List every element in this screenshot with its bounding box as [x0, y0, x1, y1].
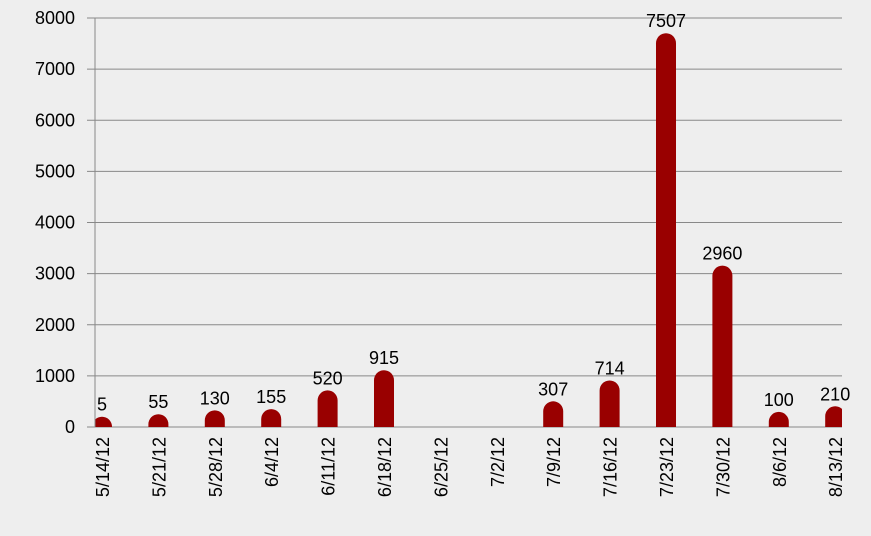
y-tick-label: 7000: [35, 59, 75, 79]
bars: [95, 33, 842, 428]
bar: [543, 401, 564, 427]
y-tick-label: 5000: [35, 161, 75, 181]
bar: [317, 390, 338, 427]
bar: [599, 380, 620, 427]
value-label: 520: [313, 368, 343, 388]
value-label: 2960: [702, 244, 742, 264]
bar: [825, 406, 842, 427]
labels: 0 1000 2000 3000 4000 5000 6000 7000 8000 5/14/12…: [35, 8, 850, 497]
x-tick-label: 8/6/12: [770, 437, 790, 487]
bar: [148, 414, 169, 427]
value-label: 130: [200, 388, 230, 408]
value-label: 7507: [646, 11, 686, 31]
x-tick-label: 7/16/12: [601, 437, 621, 497]
x-tick-label: 6/4/12: [262, 437, 282, 487]
y-tick-label: 3000: [35, 264, 75, 284]
bar: [95, 416, 112, 427]
value-label: 155: [256, 387, 286, 407]
value-label: 915: [369, 348, 399, 368]
value-label: 5: [97, 395, 107, 415]
bar: [261, 409, 282, 427]
y-tick-label: 2000: [35, 315, 75, 335]
x-tick-label: 5/21/12: [149, 437, 169, 497]
y-tick-label: 6000: [35, 110, 75, 130]
bar: [656, 33, 676, 428]
x-tick-label: 7/9/12: [544, 437, 564, 487]
x-tick-label: 7/2/12: [488, 437, 508, 487]
y-tick-label: 0: [65, 417, 75, 437]
x-tick-label: 8/13/12: [826, 437, 846, 497]
x-tick-label: 6/25/12: [431, 437, 451, 497]
value-label: 55: [148, 392, 168, 412]
bar: [204, 410, 225, 427]
bar: [374, 370, 394, 427]
value-label: 714: [595, 358, 625, 378]
x-tick-label: 6/18/12: [375, 437, 395, 497]
x-tick-label: 5/28/12: [206, 437, 226, 497]
bar: [712, 265, 733, 427]
y-tick-label: 4000: [35, 213, 75, 233]
value-label: 210: [820, 384, 850, 404]
x-tick-label: 6/11/12: [319, 437, 339, 496]
bar: [768, 411, 789, 427]
value-label: 307: [538, 379, 568, 399]
value-label: 100: [764, 390, 794, 410]
y-tick-label: 1000: [35, 366, 75, 386]
x-tick-label: 5/14/12: [93, 437, 113, 497]
x-tick-label: 7/30/12: [713, 437, 733, 497]
x-tick-label: 7/23/12: [657, 437, 677, 497]
y-tick-label: 8000: [35, 8, 75, 28]
